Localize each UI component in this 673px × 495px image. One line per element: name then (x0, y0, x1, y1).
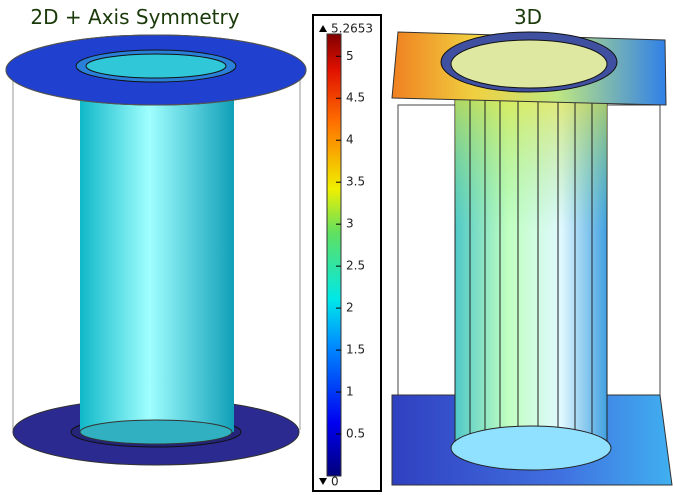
colorbar-tick-label: 3.5 (346, 175, 365, 189)
colorbar-tick-label: 4 (346, 133, 354, 147)
axisym-render (6, 35, 306, 465)
colorbar-tick-label: 5 (346, 49, 354, 63)
colorbar-tick-label: 2 (346, 301, 354, 315)
colorbar-min: 0 (331, 475, 339, 489)
figure: 2D + Axis Symmetry 3D (0, 0, 673, 495)
colorbar-tick-label: 0.5 (346, 427, 365, 441)
colorbar-tick-label: 1.5 (346, 343, 365, 357)
3d-render (392, 32, 672, 485)
colorbar-tick-label: 4.5 (346, 91, 365, 105)
colorbar-tick-label: 3 (346, 217, 354, 231)
colorbar-tick-label: 1 (346, 385, 354, 399)
panel-title: 2D + Axis Symmetry (30, 5, 239, 29)
colorbar: 5.2653 0 0.5 1 1.5 2 2.5 3 3.5 4 4.5 5 (313, 15, 381, 491)
panel-title: 3D (514, 5, 542, 29)
colorbar-tick-label: 2.5 (346, 259, 365, 273)
colorbar-max: 5.2653 (331, 22, 373, 36)
